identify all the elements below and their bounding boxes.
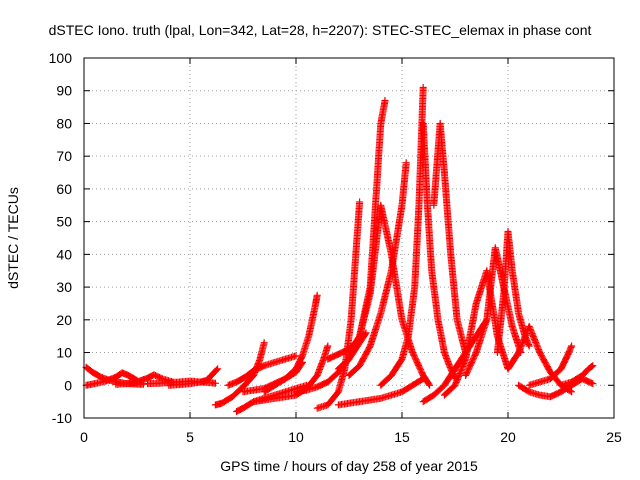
x-tick-label: 0 [80,429,88,445]
x-tick-label: 15 [394,429,410,445]
data-series [504,322,576,396]
data-point-markers [525,342,576,389]
plot-frame [83,57,615,419]
y-tick-label: 30 [56,279,72,295]
data-points [82,84,597,415]
data-series [356,201,434,389]
data-series [419,120,459,383]
data-series [377,84,427,389]
y-tick-label: 0 [64,377,72,393]
data-point-markers [260,291,321,396]
y-tick-label: 50 [56,214,72,230]
data-series [165,365,222,389]
data-point-markers [493,228,533,356]
y-tick-label: 90 [56,83,72,99]
data-series [334,375,427,409]
data-point-markers [165,365,222,389]
data-series [493,228,533,356]
y-tick-label: 100 [49,50,73,66]
data-series [557,362,597,389]
data-series [260,291,321,396]
data-point-markers [504,322,576,396]
data-series [224,352,300,389]
x-tick-label: 10 [288,429,304,445]
data-series [430,120,470,356]
y-tick-label: 40 [56,246,72,262]
y-tick-label: 10 [56,345,72,361]
axis-ticks: 0 5 10 15 20 25 -10 0 10 20 30 40 50 60 70 80 90 100 [49,50,622,445]
data-point-markers [377,84,427,389]
data-series [525,342,576,389]
y-tick-label: 80 [56,115,72,131]
data-point-markers [430,120,470,356]
data-point-markers [224,352,300,389]
data-point-markers [557,362,597,389]
x-axis-label: GPS time / hours of day 258 of year 2015 [220,458,478,474]
chart-title: dSTEC Iono. truth (lpal, Lon=342, Lat=28… [49,22,592,38]
data-point-markers [334,375,427,409]
y-tick-label: -10 [52,410,72,426]
data-series [82,369,141,389]
y-tick-label: 70 [56,148,72,164]
y-tick-label: 60 [56,181,72,197]
data-point-markers [82,369,141,389]
x-tick-label: 20 [500,429,516,445]
grid [84,58,614,418]
data-point-markers [356,201,434,389]
x-tick-label: 5 [186,429,194,445]
y-axis-label: dSTEC / TECUs [5,187,21,289]
x-tick-label: 25 [606,429,622,445]
data-point-markers [419,120,459,383]
y-tick-label: 20 [56,312,72,328]
